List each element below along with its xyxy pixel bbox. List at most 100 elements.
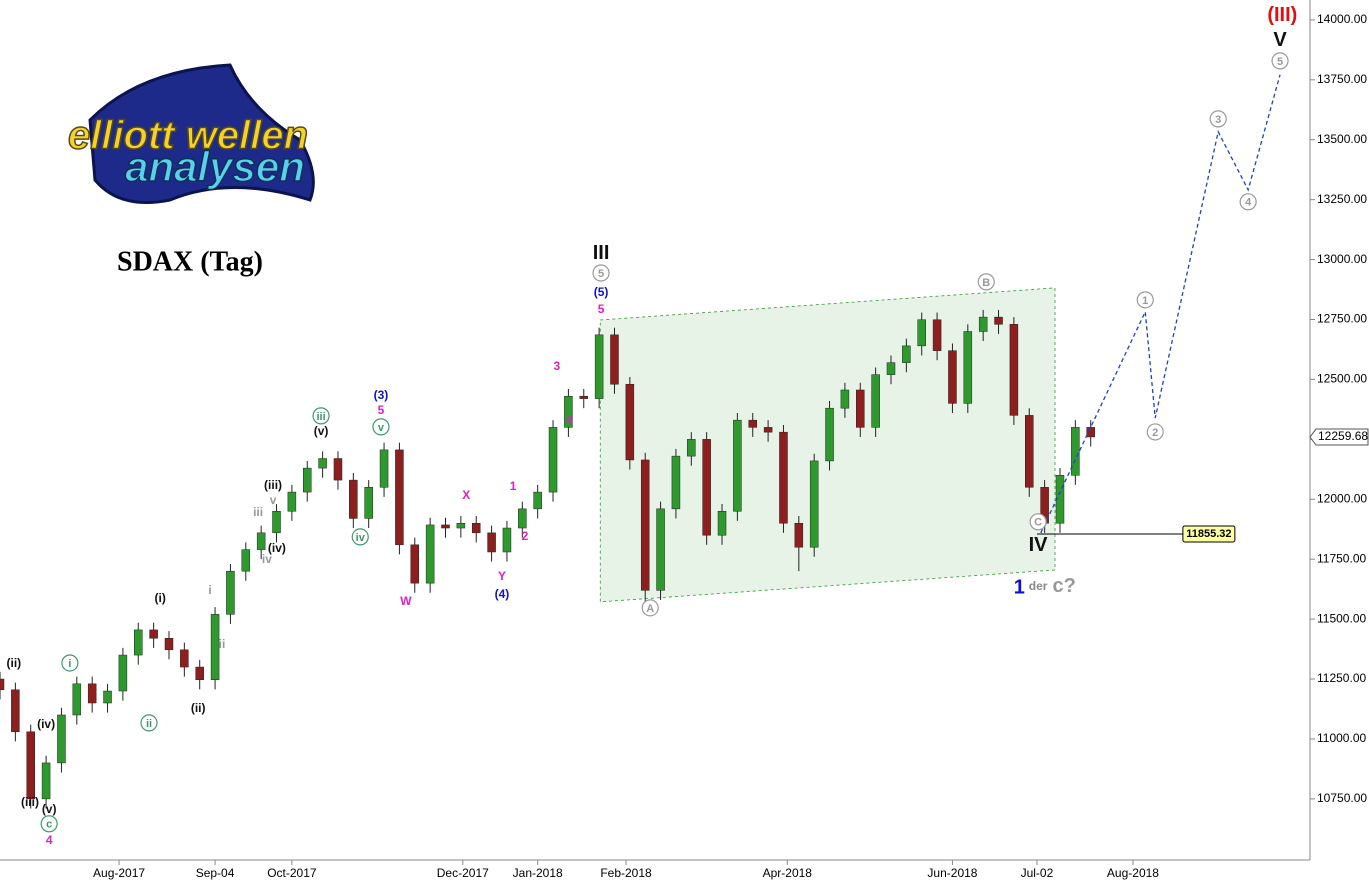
candle-body (763, 427, 773, 433)
candle-body (118, 654, 128, 692)
candle-body (533, 491, 542, 510)
candle-body (410, 544, 420, 584)
level-label-box (1182, 525, 1236, 543)
wave-label: v (378, 422, 385, 434)
wave-label: 4 (1245, 197, 1252, 209)
y-tick-label: 11750.00 (1317, 551, 1366, 565)
candle-body (0, 678, 5, 691)
candle-body (886, 362, 896, 375)
x-tick-label: Sep-04 (196, 866, 235, 880)
candle-body (441, 524, 450, 529)
wave-label: iv (356, 532, 366, 544)
x-tick-label: Feb-2018 (600, 866, 652, 880)
candle-body (594, 334, 604, 399)
wave-label: i (208, 583, 211, 597)
wave-label: B (982, 277, 990, 289)
candle-body (1025, 415, 1034, 488)
candle-body (87, 683, 97, 704)
y-tick-label: 12500.00 (1317, 372, 1367, 386)
wave-label: (i) (154, 591, 165, 605)
candle-body (502, 527, 512, 553)
candle-body (425, 524, 435, 584)
candle-body (794, 522, 804, 548)
candle-body (195, 666, 204, 681)
wave-label: (v) (314, 424, 329, 438)
candle-body (1009, 324, 1019, 416)
level-label: 11855.32 (1186, 528, 1231, 540)
wave-label: (3) (374, 388, 389, 402)
wave-label: (5) (594, 285, 609, 299)
candle-body (164, 638, 174, 651)
wave-label: (ii) (191, 701, 206, 715)
y-tick-label: 11500.00 (1317, 611, 1366, 625)
candle-body (687, 439, 696, 457)
candle-body (134, 629, 143, 656)
candle-body (302, 467, 312, 493)
candle-body (640, 459, 650, 591)
wave-label: A (646, 603, 654, 615)
wave-circle (61, 654, 79, 672)
wave-circle (1029, 513, 1047, 531)
candle-body (256, 532, 266, 550)
candle-body (11, 689, 20, 733)
logo-line1: elliott wellen (68, 114, 308, 158)
wave-circle (592, 264, 610, 282)
candle-body (395, 449, 404, 546)
wave-label: 5 (378, 403, 385, 417)
candle-body (180, 649, 189, 668)
candle-body (902, 345, 911, 363)
x-tick-label: Aug-2017 (93, 866, 145, 880)
candle-body (779, 431, 788, 524)
candle-body (379, 449, 389, 488)
y-tick-label: 11000.00 (1317, 731, 1366, 745)
wave-label: III (593, 242, 610, 264)
candle-body (226, 570, 235, 615)
wave-label: (ii) (6, 656, 21, 670)
candle-body (72, 683, 82, 716)
chart-title: SDAX (Tag) (117, 246, 263, 277)
projection-line (1040, 74, 1281, 534)
y-tick-label: 13500.00 (1317, 132, 1367, 146)
last-price-label: 12259.68 (1318, 429, 1368, 443)
candle-body (579, 395, 589, 399)
wave-label: 2 (522, 529, 529, 543)
y-tick-label: 12000.00 (1317, 491, 1367, 505)
wave-label: (III) (1267, 4, 1297, 26)
candle-body (456, 522, 466, 529)
wave-circle (372, 418, 390, 436)
candle-body (349, 479, 358, 519)
wave-label: iii (253, 505, 263, 519)
y-tick-label: 13750.00 (1317, 72, 1367, 86)
wave-label: 3 (554, 359, 561, 373)
candle-body (471, 522, 481, 534)
wave-label: iii (316, 411, 325, 423)
candle-body (610, 334, 619, 385)
wave-label: der (1029, 579, 1048, 593)
candle-body (364, 487, 373, 519)
wave-label: c? (1053, 575, 1076, 597)
wave-label: X (462, 488, 470, 502)
candle-body (825, 407, 834, 462)
wave-circle (1271, 52, 1289, 70)
wave-label: C (1034, 517, 1042, 529)
logo: elliott wellen analysen (67, 63, 315, 204)
x-tick-label: Jul-02 (1021, 866, 1054, 880)
candle-body (717, 511, 727, 536)
candle-body (856, 389, 865, 428)
logo-line2: analysen (125, 143, 305, 190)
wave-label: 5 (1277, 56, 1283, 68)
candle-body (948, 350, 957, 404)
wave-label: (iv) (37, 717, 55, 731)
last-price-box (1309, 428, 1369, 446)
logo-flag (88, 63, 315, 204)
wave-circle (1146, 423, 1164, 441)
wave-label: 1 (1014, 576, 1025, 598)
wave-circle (977, 273, 995, 291)
wave-label: 5 (598, 302, 605, 316)
wave-label: (4) (495, 587, 510, 601)
wave-label: 5 (598, 268, 604, 280)
wave-label: 3 (1215, 114, 1221, 126)
wave-label: (v) (42, 802, 57, 816)
candle-body (287, 491, 297, 512)
y-tick-label: 10750.00 (1317, 791, 1367, 805)
